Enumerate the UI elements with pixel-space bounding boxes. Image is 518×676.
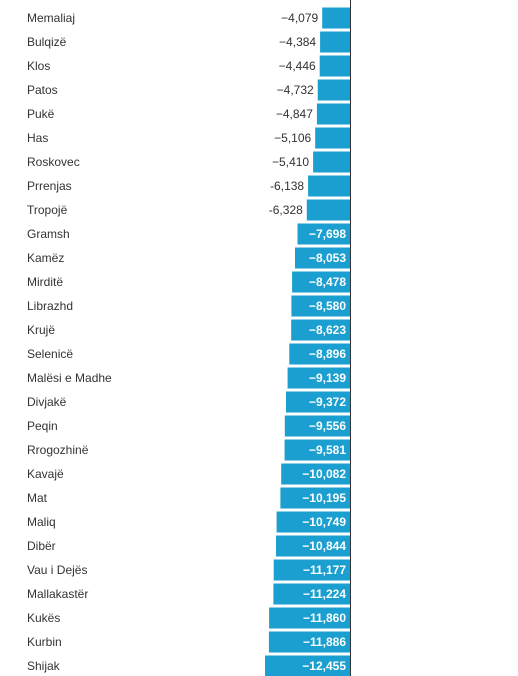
value-label: −8,478 (309, 275, 346, 289)
category-label: Kavajë (27, 467, 64, 481)
value-label: −10,749 (302, 515, 346, 529)
bar (273, 583, 350, 605)
category-label: Mirditë (27, 275, 63, 289)
category-label: Mat (27, 491, 48, 505)
bar (289, 343, 350, 365)
value-label: −9,139 (309, 371, 346, 385)
value-label: −10,082 (302, 467, 346, 481)
bar (295, 247, 350, 269)
category-label: Memaliaj (27, 11, 75, 25)
value-label: −9,581 (309, 443, 346, 457)
category-label: Gramsh (27, 227, 70, 241)
category-label: Maliq (27, 515, 56, 529)
value-label: −4,446 (279, 59, 316, 73)
bar (316, 103, 350, 125)
category-label: Patos (27, 83, 58, 97)
category-label: Dibër (27, 539, 56, 553)
value-label: −10,844 (302, 539, 346, 553)
bar (268, 631, 350, 653)
bar (281, 463, 350, 485)
category-label: Shijak (27, 659, 61, 673)
value-label: -6,138 (270, 179, 304, 193)
category-label: Malësi e Madhe (27, 371, 112, 385)
category-label: Librazhd (27, 299, 73, 313)
category-label: Rrogozhinë (27, 443, 89, 457)
bar (280, 487, 350, 509)
category-label: Selenicë (27, 347, 73, 361)
value-label: −5,106 (274, 131, 311, 145)
bar (273, 559, 350, 581)
bar (291, 319, 350, 341)
bar (291, 295, 350, 317)
value-label: −9,556 (309, 419, 346, 433)
bar (269, 607, 350, 629)
category-label: Krujë (27, 323, 55, 337)
value-label: −7,698 (309, 227, 346, 241)
value-label: −4,079 (281, 11, 318, 25)
bar (297, 223, 350, 245)
bar (287, 367, 350, 389)
value-label: −8,623 (309, 323, 346, 337)
value-label: −4,847 (276, 107, 313, 121)
bar (320, 31, 350, 53)
value-label: −8,896 (309, 347, 346, 361)
category-label: Roskovec (27, 155, 80, 169)
category-label: Mallakastër (27, 587, 88, 601)
value-label: −10,195 (302, 491, 346, 505)
value-label: −11,224 (303, 587, 346, 601)
category-label: Bulqizë (27, 35, 67, 49)
bar (319, 55, 350, 77)
category-label: Klos (27, 59, 50, 73)
category-label: Kukës (27, 611, 60, 625)
value-label: −9,372 (309, 395, 346, 409)
value-label: −11,860 (303, 611, 346, 625)
category-label: Tropojë (27, 203, 68, 217)
value-label: −11,886 (303, 635, 346, 649)
value-label: −8,053 (309, 251, 346, 265)
value-label: -6,328 (269, 203, 303, 217)
category-label: Peqin (27, 419, 58, 433)
category-label: Pukë (27, 107, 55, 121)
value-label: −4,732 (277, 83, 314, 97)
value-label: −11,177 (303, 563, 346, 577)
value-label: −5,410 (272, 155, 309, 169)
category-label: Vau i Dejës (27, 563, 87, 577)
category-label: Has (27, 131, 48, 145)
bar (276, 511, 350, 533)
bar (315, 127, 350, 149)
bar (265, 655, 350, 676)
value-label: −8,580 (309, 299, 346, 313)
value-label: −12,455 (302, 659, 346, 673)
category-label: Kamëz (27, 251, 64, 265)
category-label: Prrenjas (27, 179, 72, 193)
bar (306, 199, 350, 221)
bar (292, 271, 350, 293)
value-label: −4,384 (279, 35, 316, 49)
category-label: Kurbin (27, 635, 62, 649)
bar (286, 391, 350, 413)
bar (308, 175, 350, 197)
bar (313, 151, 350, 173)
bar (322, 7, 350, 29)
bar (284, 439, 350, 461)
bar (276, 535, 350, 557)
category-label: Divjakë (27, 395, 67, 409)
bar (317, 79, 350, 101)
bar (284, 415, 350, 437)
